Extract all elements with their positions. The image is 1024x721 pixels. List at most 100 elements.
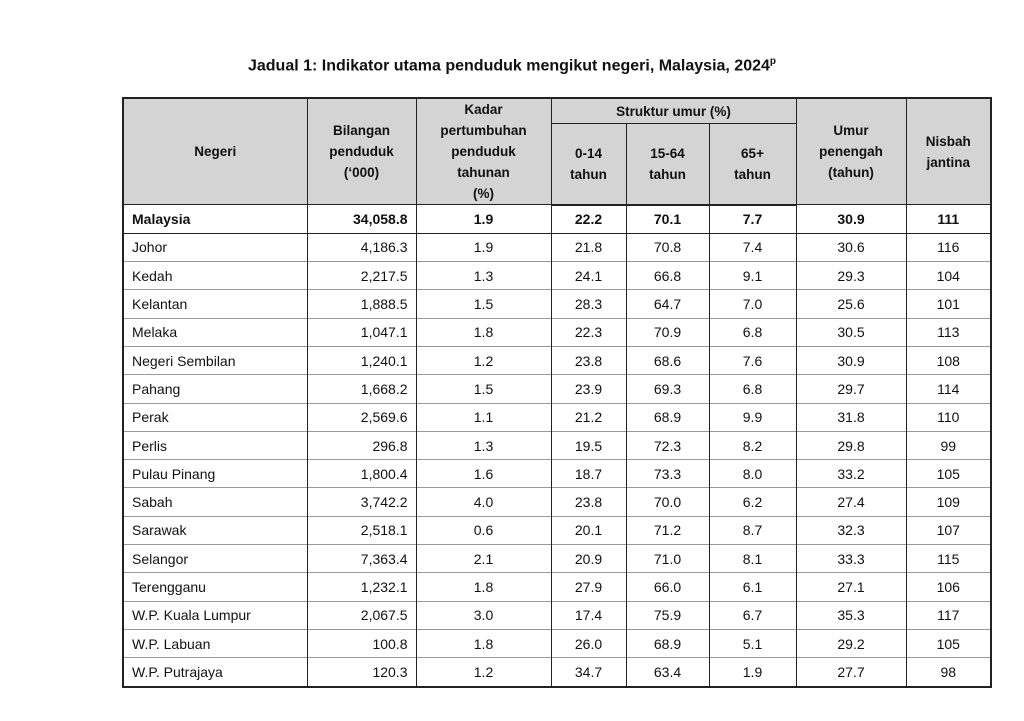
- table-cell: 1,888.5: [306, 289, 417, 319]
- header-line: penduduk: [329, 144, 394, 159]
- title: Jadual 1: Indikator utama penduduk mengi…: [0, 56, 1024, 75]
- table-cell: 17.4: [550, 600, 627, 630]
- table-cell: 32.3: [795, 515, 907, 545]
- table-cell: Sabah: [122, 487, 308, 517]
- table-cell: 22.2: [550, 204, 627, 234]
- table-row: Perlis 296.8 1.3 19.5 72.3 8.2 29.8 99: [122, 430, 992, 460]
- table-row: Kelantan 1,888.5 1.5 28.3 64.7 7.0 25.6 101: [122, 289, 992, 319]
- table-cell: 1.2: [415, 345, 552, 375]
- header-cell: Nisbah jantina: [905, 97, 992, 205]
- table-cell: 3,742.2: [306, 487, 417, 517]
- header-line: tahun: [570, 166, 607, 182]
- table-cell: 27.1: [795, 572, 907, 602]
- table-cell: 25.6: [795, 289, 907, 319]
- table-cell: 7.4: [708, 232, 797, 262]
- table-cell: 1.9: [415, 204, 552, 234]
- table-cell: 28.3: [550, 289, 627, 319]
- header-line: Nisbah: [925, 133, 971, 149]
- table-cell: 2,217.5: [306, 261, 417, 290]
- header-line: penengah: [819, 144, 883, 159]
- table-cell: 22.3: [550, 317, 627, 347]
- table-cell: 1.5: [415, 289, 552, 319]
- table-cell: 73.3: [625, 459, 710, 488]
- table-cell: 4,186.3: [306, 232, 417, 262]
- table-cell: 71.0: [625, 544, 710, 573]
- table-cell: 113: [905, 317, 992, 347]
- table-cell: 68.9: [625, 628, 710, 658]
- table-cell: 30.5: [795, 317, 907, 347]
- table-cell: Kedah: [122, 261, 308, 290]
- table-cell: 26.0: [550, 628, 627, 658]
- table-cell: 5.1: [708, 628, 797, 658]
- table-cell: 29.7: [795, 374, 907, 404]
- table-cell: 68.9: [625, 402, 710, 432]
- table-cell: W.P. Putrajaya: [122, 657, 308, 687]
- table-cell: 1.9: [415, 232, 552, 262]
- table-cell: 34,058.8: [306, 204, 417, 234]
- table-cell: 111: [905, 204, 992, 234]
- table-cell: 70.9: [625, 317, 710, 347]
- table-cell: 1,668.2: [306, 374, 417, 404]
- table-cell: 116: [905, 232, 992, 262]
- table-cell: 70.0: [625, 487, 710, 517]
- table-row: Sabah 3,742.2 4.0 23.8 70.0 6.2 27.4 109: [122, 487, 992, 517]
- table-cell: 23.8: [550, 345, 627, 375]
- table-cell: 9.1: [708, 261, 797, 290]
- table-cell: Selangor: [122, 544, 308, 573]
- table-cell: W.P. Labuan: [122, 628, 308, 658]
- table-row: Terengganu 1,232.1 1.8 27.9 66.0 6.1 27.1 106: [122, 572, 992, 602]
- table-cell: Malaysia: [122, 204, 308, 234]
- table-cell: 69.3: [625, 374, 710, 404]
- table-cell: 23.8: [550, 487, 627, 517]
- table-row: W.P. Labuan 100.8 1.8 26.0 68.9 5.1 29.2 105: [122, 628, 992, 658]
- header-cell: Bilangan penduduk (‘000): [306, 97, 417, 205]
- table-cell: 29.2: [795, 628, 907, 658]
- table-cell: 23.9: [550, 374, 627, 404]
- table-cell: 8.7: [708, 515, 797, 545]
- table-cell: 70.8: [625, 232, 710, 262]
- table-cell: 21.2: [550, 402, 627, 432]
- table-cell: Perak: [122, 402, 308, 432]
- table-cell: 6.2: [708, 487, 797, 517]
- table-cell: Melaka: [122, 317, 308, 347]
- table-cell: 296.8: [306, 430, 417, 460]
- table-cell: Negeri Sembilan: [122, 345, 308, 375]
- table-cell: 6.8: [708, 317, 797, 347]
- group-header: Struktur umur (%): [550, 97, 797, 124]
- table-cell: 27.4: [795, 487, 907, 517]
- table-cell: 20.9: [550, 544, 627, 573]
- table-row: Kedah 2,217.5 1.3 24.1 66.8 9.1 29.3 104: [122, 261, 992, 290]
- table-cell: 7.7: [708, 204, 797, 234]
- table-cell: 27.9: [550, 572, 627, 602]
- table-cell: 75.9: [625, 600, 710, 630]
- table-cell: 1.8: [415, 317, 552, 347]
- header-line: jantina: [926, 154, 971, 170]
- table-cell: 117: [905, 600, 992, 630]
- table-row: Pulau Pinang 1,800.4 1.6 18.7 73.3 8.0 33.2 105: [122, 459, 992, 488]
- table-cell: 7.6: [708, 345, 797, 375]
- table-cell: 71.2: [625, 515, 710, 545]
- table-cell: 30.6: [795, 232, 907, 262]
- table-cell: 114: [905, 374, 992, 404]
- header-cell: 15-64 tahun: [625, 123, 710, 206]
- header-line: pertumbuhan: [440, 123, 527, 138]
- table-cell: 120.3: [306, 657, 417, 687]
- table-cell: 66.8: [625, 261, 710, 290]
- table-cell: 1.5: [415, 374, 552, 404]
- table-cell: 100.8: [306, 628, 417, 658]
- table-cell: 35.3: [795, 600, 907, 630]
- header-line: tahun: [649, 166, 686, 182]
- table-cell: 6.7: [708, 600, 797, 630]
- header-line: (%): [473, 186, 494, 201]
- table-cell: 1,240.1: [306, 345, 417, 375]
- header-line: tahun: [734, 166, 771, 182]
- table-cell: 29.3: [795, 261, 907, 290]
- header-line: Bilangan: [332, 123, 390, 138]
- table-cell: Johor: [122, 232, 308, 262]
- table-cell: 105: [905, 459, 992, 488]
- header-line: tahunan: [457, 165, 510, 180]
- table-cell: 30.9: [795, 345, 907, 375]
- header-cell: 65+ tahun: [708, 123, 797, 206]
- table-cell: 63.4: [625, 657, 710, 687]
